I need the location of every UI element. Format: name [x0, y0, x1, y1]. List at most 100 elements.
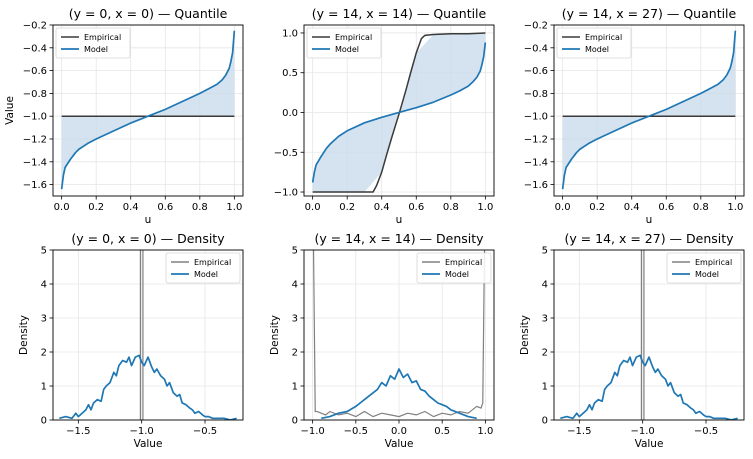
x-tick-label: 0.0 — [391, 426, 407, 437]
empirical-line — [640, 250, 645, 420]
y-tick: −1.2 — [23, 135, 53, 146]
plot-area — [560, 250, 738, 420]
chart-panel-2: 0.0 0.2 0.4 0.6 0.8 1.0 −1.0 −0.5 0.0 0.5 1.0 (y = … — [274, 6, 495, 226]
y-tick-label: −0.2 — [23, 21, 47, 32]
x-tick: −1.5 — [66, 420, 90, 437]
axes-frame — [52, 24, 244, 197]
x-tick: 0.8 — [443, 196, 459, 213]
legend-box — [55, 27, 131, 59]
panel-title: (y = 14, x = 14) — Quantile — [312, 6, 487, 21]
y-tick: −0.8 — [524, 89, 554, 100]
x-tick-label: 0.8 — [192, 202, 208, 213]
y-tick-label: 2 — [41, 348, 47, 359]
y-axis-label: Value — [4, 96, 16, 125]
y-tick-label: 1 — [41, 382, 47, 393]
legend: Empirical Model — [416, 252, 492, 284]
y-tick-label: −0.4 — [23, 43, 47, 54]
legend-box — [306, 27, 382, 59]
x-tick-label: 0.2 — [88, 202, 104, 213]
legend-box — [416, 252, 492, 284]
y-tick-label: 0 — [41, 416, 47, 427]
x-tick: 1.0 — [477, 196, 493, 213]
y-tick: 0 — [542, 416, 554, 427]
y-tick: −0.2 — [23, 21, 53, 32]
x-tick: 0.6 — [157, 196, 173, 213]
empirical-line — [312, 250, 486, 418]
model-line — [311, 42, 487, 183]
plot-area — [60, 30, 236, 190]
y-tick: 1 — [292, 382, 304, 393]
x-tick: 0.2 — [88, 196, 104, 213]
y-tick-label: −1.4 — [23, 157, 47, 168]
y-tick: −0.6 — [23, 66, 53, 77]
legend: Empirical Model — [165, 252, 241, 284]
fill-between-area — [61, 30, 235, 190]
legend-box — [556, 27, 632, 59]
y-tick-label: −1.2 — [524, 135, 548, 146]
legend-label-model: Model — [445, 270, 469, 279]
x-tick: 0.8 — [192, 196, 208, 213]
x-tick: 0.0 — [305, 196, 321, 213]
y-tick-label: 0 — [542, 416, 548, 427]
y-tick: −0.6 — [524, 66, 554, 77]
y-tick-label: −0.6 — [524, 66, 548, 77]
y-tick-label: −0.6 — [23, 66, 47, 77]
x-tick: 0.4 — [374, 196, 390, 213]
x-axis-label: u — [396, 214, 403, 226]
y-tick-label: 5 — [41, 246, 47, 257]
y-tick: 1.0 — [282, 28, 304, 39]
x-tick: 0.8 — [693, 196, 709, 213]
x-tick-label: 0.0 — [555, 202, 571, 213]
y-tick-label: 4 — [292, 280, 298, 291]
model-line — [60, 30, 236, 190]
x-tick-label: 1.0 — [477, 426, 493, 437]
legend-label-model: Model — [194, 270, 218, 279]
y-tick: 5 — [542, 246, 554, 257]
y-tick-label: −1.2 — [23, 135, 47, 146]
y-tick: −0.5 — [274, 148, 304, 159]
x-tick: 0.6 — [408, 196, 424, 213]
y-tick-label: 0.5 — [282, 68, 298, 79]
y-tick-label: −0.8 — [23, 89, 47, 100]
x-tick-label: 0.8 — [443, 202, 459, 213]
y-tick: 5 — [292, 246, 304, 257]
panel-title: (y = 14, x = 27) — Quantile — [562, 6, 737, 21]
x-tick-label: −1.0 — [130, 426, 154, 437]
x-tick-label: 0.6 — [157, 202, 173, 213]
y-tick: −1.0 — [23, 112, 53, 123]
legend-label-empirical: Empirical — [194, 258, 231, 267]
y-axis-label: Density — [519, 315, 531, 355]
x-tick-label: −1.0 — [300, 426, 324, 437]
y-tick: −1.2 — [524, 135, 554, 146]
legend-box — [666, 252, 742, 284]
x-tick: −1.0 — [631, 420, 655, 437]
x-tick: −0.5 — [344, 420, 368, 437]
x-tick-label: 1.0 — [727, 202, 743, 213]
x-tick: 0.0 — [555, 196, 571, 213]
y-tick-label: 4 — [41, 280, 47, 291]
chart-panel-4: −1.5 −1.0 −0.5 0 1 2 3 4 5 (y = 0, x = 0) — Densi… — [18, 231, 244, 450]
legend-label-model: Model — [335, 45, 359, 54]
y-tick-label: 1.0 — [282, 28, 298, 39]
x-axis-label: u — [646, 214, 653, 226]
axes-frame — [303, 24, 495, 197]
y-tick-label: 1 — [292, 382, 298, 393]
y-tick: 0 — [292, 416, 304, 427]
y-tick-label: −0.5 — [274, 148, 298, 159]
empirical-line — [312, 32, 486, 193]
y-tick-label: 4 — [542, 280, 548, 291]
y-tick-label: 0.0 — [282, 108, 298, 119]
fill-between-area — [562, 30, 736, 190]
legend-label-model: Model — [84, 45, 108, 54]
y-tick: −1.6 — [524, 180, 554, 191]
model-line — [560, 354, 738, 420]
x-tick: −1.0 — [300, 420, 325, 437]
y-tick-label: 3 — [41, 314, 47, 325]
chart-panel-3: 0.0 0.2 0.4 0.6 0.8 1.0 −1.6 −1.4 −1.2 −1.0 −0.8 −0… — [524, 6, 745, 226]
plot-area — [311, 32, 487, 193]
y-tick-label: −1.0 — [23, 112, 47, 123]
y-tick: 5 — [41, 246, 53, 257]
y-tick-label: −0.2 — [524, 21, 548, 32]
y-tick: −1.6 — [23, 180, 53, 191]
x-tick-label: 1.0 — [477, 202, 493, 213]
